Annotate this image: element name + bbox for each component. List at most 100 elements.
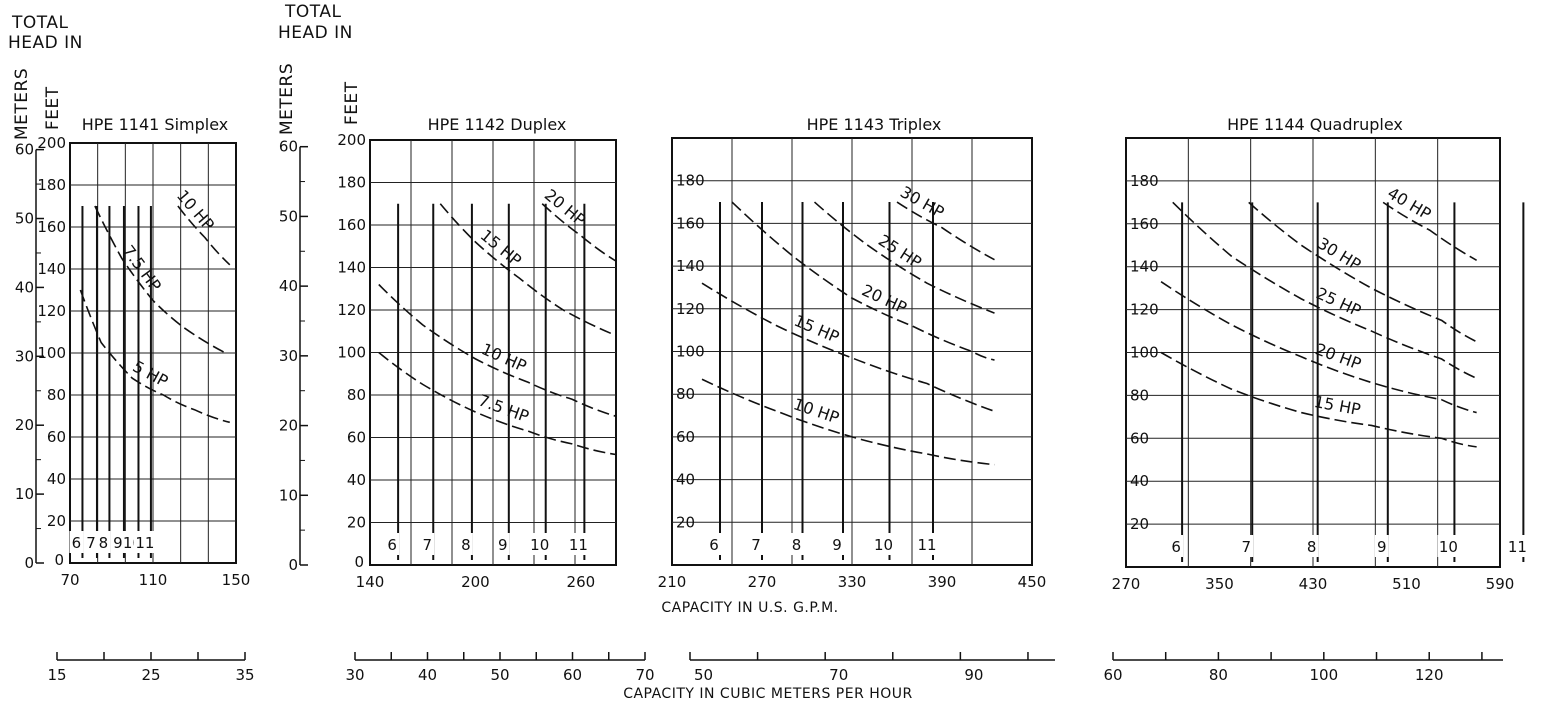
gpm-tick-label: 590 — [1486, 575, 1515, 593]
hp-curve — [378, 351, 617, 456]
meters-tick-label: 40 — [279, 277, 298, 295]
hp-curve — [813, 201, 995, 314]
impeller-label: 11 — [1508, 538, 1527, 556]
impeller-label: 6 — [709, 536, 719, 554]
panel-title-duplex: HPE 1142 Duplex — [428, 115, 567, 134]
impeller-label-bg — [385, 533, 400, 555]
meters-tick-label: 30 — [279, 347, 298, 365]
gpm-tick-label: 70 — [60, 571, 79, 589]
feet-tick-label: 140 — [37, 260, 66, 278]
impeller-label-bg — [83, 531, 98, 553]
hp-curve-label: 15 HP — [1312, 392, 1362, 419]
feet-tick-label: 20 — [676, 513, 695, 531]
feet-tick-label: 60 — [347, 429, 366, 447]
impeller-label: 8 — [99, 534, 109, 552]
hp-curve — [701, 378, 995, 466]
impeller-label: 8 — [792, 536, 802, 554]
hp-curve — [701, 282, 995, 413]
impeller-label: 8 — [1307, 538, 1317, 556]
feet-tick-label: 160 — [1130, 215, 1159, 233]
impeller-label-bg — [1169, 535, 1184, 557]
head-axis-title-line1: TOTAL — [11, 13, 68, 33]
feet-tick-label: 20 — [1130, 515, 1149, 533]
feet-tick-label: 120 — [337, 301, 366, 319]
hp-curve — [896, 201, 995, 261]
meters-tick-label: 60 — [15, 141, 34, 159]
gpm-tick-label: 270 — [748, 573, 777, 591]
impeller-label: 6 — [1171, 538, 1181, 556]
head-axis-title-line2: HEAD IN — [8, 33, 83, 53]
impeller-label-bg — [458, 533, 473, 555]
feet-tick-label: 100 — [337, 344, 366, 362]
feet-tick-label: 40 — [676, 471, 695, 489]
meters-tick-label: 10 — [15, 485, 34, 503]
impeller-label-bg — [1304, 535, 1319, 557]
feet-tick-label: 60 — [1130, 429, 1149, 447]
feet-tick-label: 180 — [337, 174, 366, 192]
impeller-label: 7 — [86, 534, 96, 552]
impeller-label: 9 — [832, 536, 842, 554]
feet-tick-label: 80 — [676, 385, 695, 403]
feet-tick-label: 140 — [1130, 258, 1159, 276]
feet-tick-label: 120 — [676, 300, 705, 318]
gpm-tick-label: 330 — [838, 573, 867, 591]
impeller-label-bg — [749, 533, 763, 555]
meters-tick-label: 60 — [279, 138, 298, 156]
impeller-label-bg — [916, 533, 938, 555]
feet-tick-label: 20 — [347, 514, 366, 532]
feet-tick-label: 0 — [54, 551, 64, 569]
m3h-tick-label: 100 — [1309, 666, 1338, 684]
m3h-axis-caption: CAPACITY IN CUBIC METERS PER HOUR — [623, 686, 913, 702]
hp-curve — [94, 205, 226, 354]
panel-1: 20 40 60 80 100 120 140 160 180 200 0 0 10 20 30 40 50 60… — [279, 131, 655, 684]
impeller-label-bg — [872, 533, 895, 555]
gpm-tick-label: 350 — [1205, 575, 1234, 593]
hp-curve-label: 40 HP — [1384, 183, 1435, 224]
panels-layer: 20 40 60 80 100 120 140 160 180 200 0 0 10 20 30 40 50 60… — [15, 131, 1529, 684]
impeller-label-bg — [567, 533, 590, 555]
m3h-tick-label: 35 — [235, 666, 254, 684]
meters-tick-label: 10 — [279, 486, 298, 504]
impeller-label: 10 — [1439, 538, 1458, 556]
gpm-tick-label: 140 — [356, 573, 385, 591]
meters-tick-label: 30 — [15, 347, 34, 365]
m3h-tick-label: 60 — [1103, 666, 1122, 684]
m3h-tick-label: 15 — [47, 666, 66, 684]
impeller-label-bg — [1374, 535, 1389, 557]
m3h-tick-label: 80 — [1209, 666, 1228, 684]
feet-tick-label: 20 — [47, 512, 66, 530]
gpm-tick-label: 210 — [658, 573, 687, 591]
hp-curve — [731, 201, 995, 361]
impeller-label: 7 — [1241, 538, 1251, 556]
meters-tick-label: 20 — [15, 416, 34, 434]
feet-tick-label: 140 — [337, 259, 366, 277]
feet-axis-title: FEET — [43, 86, 63, 130]
feet-tick-label: 200 — [337, 131, 366, 149]
feet-tick-label: 120 — [37, 302, 66, 320]
meters-tick-label: 50 — [279, 207, 298, 225]
hp-curve-label: 20 HP — [859, 280, 910, 317]
m3h-tick-label: 120 — [1415, 666, 1444, 684]
meters-tick-label: 0 — [24, 554, 34, 572]
feet-tick-label: 60 — [676, 428, 695, 446]
impeller-label-bg — [133, 531, 156, 553]
hp-curve-label: 30 HP — [897, 182, 948, 222]
hp-curve-label: 10 HP — [791, 394, 842, 427]
gpm-axis-caption: CAPACITY IN U.S. G.P.M. — [661, 600, 838, 616]
gpm-tick-label: 430 — [1299, 575, 1328, 593]
feet-tick-label: 80 — [47, 386, 66, 404]
meters-axis-title: METERS — [12, 68, 32, 140]
meters-tick-label: 40 — [15, 278, 34, 296]
impeller-label-bg — [110, 531, 125, 553]
feet-axis-title-right: FEET — [342, 81, 362, 125]
impeller-label-bg — [96, 531, 111, 553]
panel-title-simplex: HPE 1141 Simplex — [82, 115, 229, 134]
hp-curve — [439, 203, 617, 337]
feet-tick-label: 180 — [37, 176, 66, 194]
panel-title-quadruplex: HPE 1144 Quadruplex — [1227, 115, 1403, 134]
hp-curve-label: 20 HP — [1313, 339, 1364, 373]
m3h-tick-label: 70 — [635, 666, 654, 684]
impeller-label-bg — [420, 533, 435, 555]
impeller-label-bg — [1239, 535, 1254, 557]
feet-tick-label: 40 — [47, 470, 66, 488]
